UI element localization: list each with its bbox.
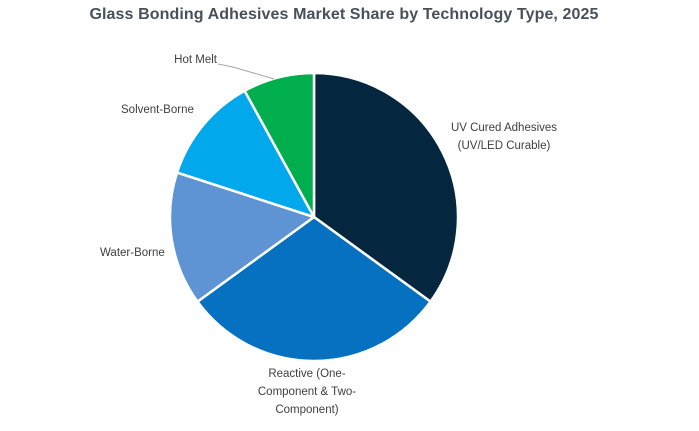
pie-slice-uv-cured-adhesives-uv-led-curable	[312, 71, 460, 303]
slice-label-reactive: Reactive (One- Component & Two- Componen…	[257, 368, 357, 416]
pie-slice-water-borne	[168, 171, 316, 303]
pie-slices	[168, 71, 460, 363]
slice-label-hot-melt: Hot Melt	[174, 54, 217, 66]
hot-melt-leader-line	[217, 63, 275, 80]
slice-label-water-borne: Water-Borne	[100, 247, 165, 259]
pie-slice-reactive-one-component-two-component	[196, 215, 432, 363]
chart-title: Glass Bonding Adhesives Market Share by …	[89, 6, 599, 23]
slice-label-uv-cured: UV Cured Adhesives (UV/LED Curable)	[450, 122, 558, 152]
pie-slice-solvent-borne	[175, 89, 316, 219]
pie-slice-hot-melt	[243, 71, 316, 219]
slice-label-solvent-borne: Solvent-Borne	[121, 104, 194, 116]
